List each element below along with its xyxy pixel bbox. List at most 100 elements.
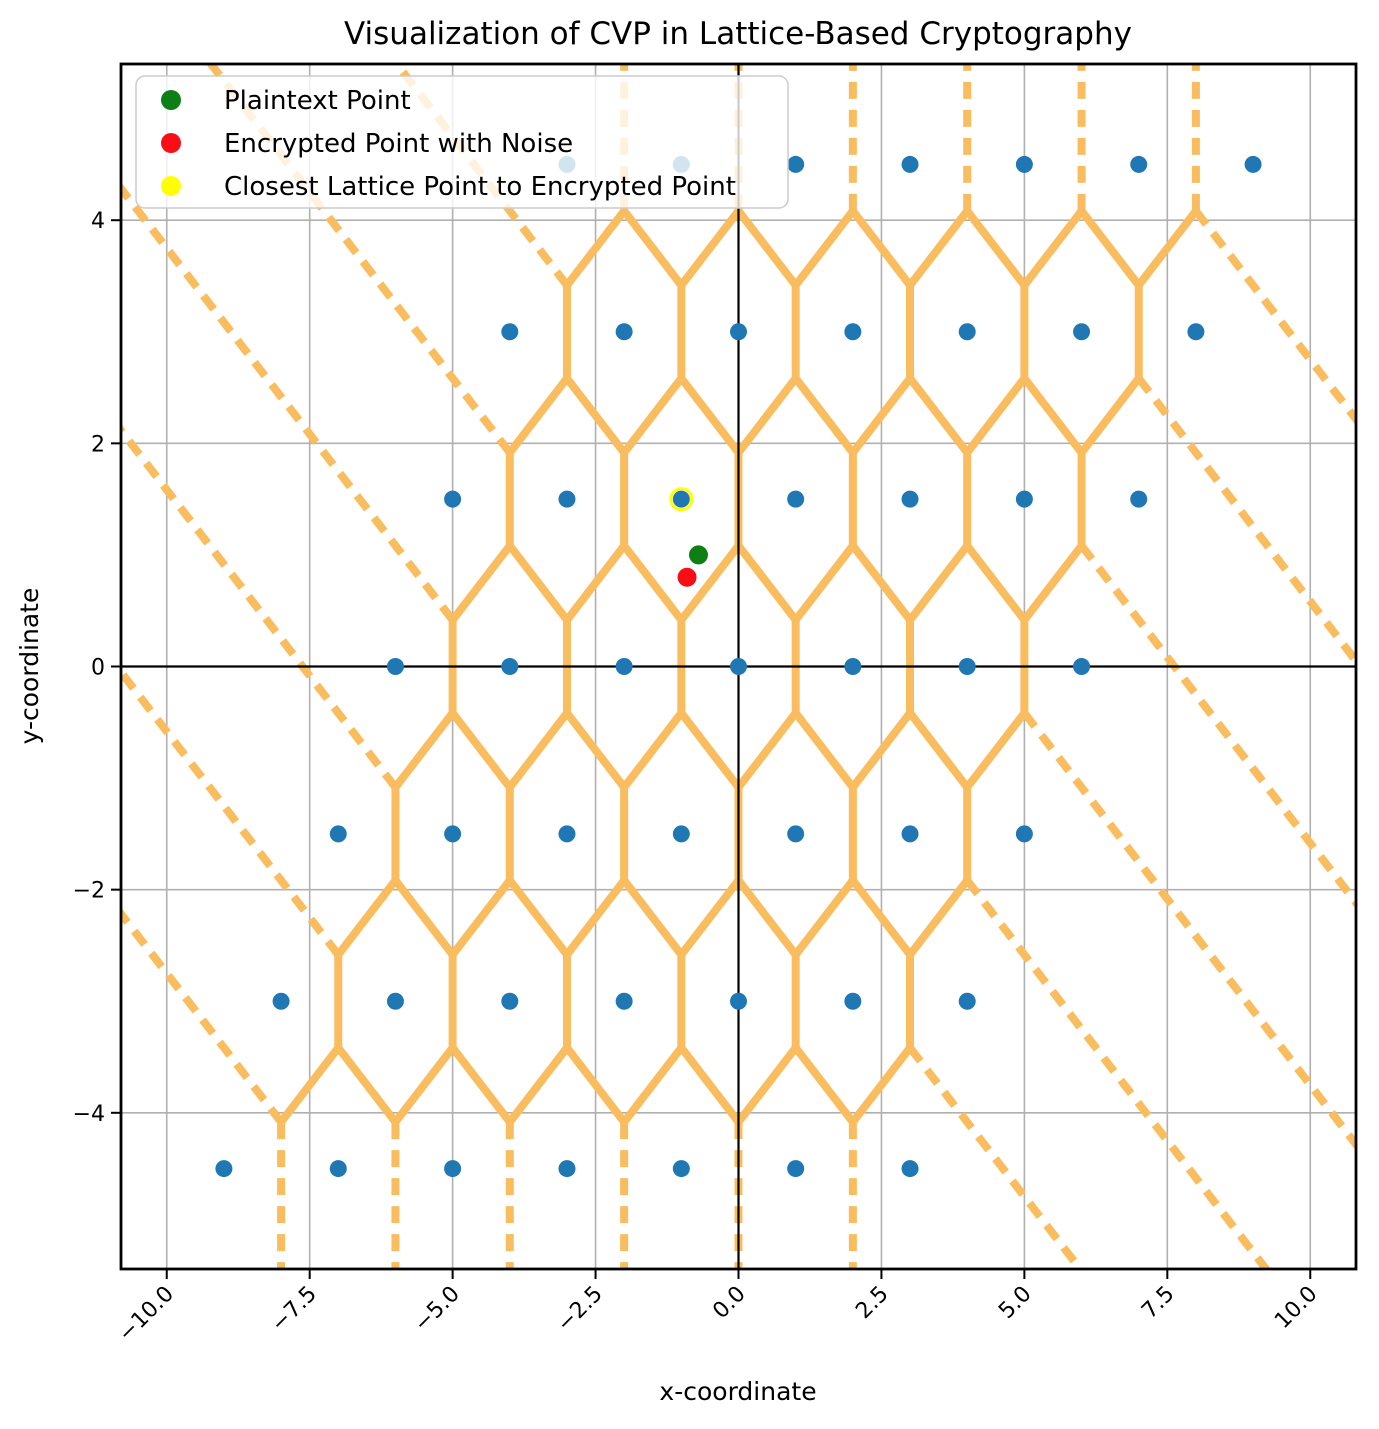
lattice-point xyxy=(329,825,347,843)
x-tick-label: −7.5 xyxy=(266,1282,321,1337)
x-tick-label: 7.5 xyxy=(1137,1282,1179,1324)
lattice-point xyxy=(1073,658,1091,675)
lattice-point xyxy=(672,490,690,508)
voronoi-ridge-solid xyxy=(791,541,857,625)
voronoi-ridge-dashed xyxy=(964,877,1271,1269)
voronoi-ridge-solid xyxy=(848,206,915,290)
legend-item-plaintext: Plaintext Point xyxy=(224,86,411,116)
lattice-point xyxy=(558,1160,576,1178)
lattice-point xyxy=(444,1160,462,1178)
lattice-point xyxy=(272,992,290,1010)
encrypted-point-marker xyxy=(677,567,697,587)
lattice-point xyxy=(386,658,404,675)
lattice-point xyxy=(958,658,976,675)
voronoi-ridge-solid xyxy=(848,1043,915,1127)
y-tick-label: 2 xyxy=(91,432,105,457)
voronoi-ridge-solid xyxy=(620,206,686,290)
voronoi-ridge-solid xyxy=(448,541,514,625)
x-tick-label: −2.5 xyxy=(552,1282,607,1337)
chart-title: Visualization of CVP in Lattice-Based Cr… xyxy=(344,16,1132,52)
x-axis-label: x-coordinate xyxy=(659,1377,816,1406)
voronoi-ridge-solid xyxy=(1020,374,1086,457)
y-tick-label: −2 xyxy=(73,879,105,904)
voronoi-ridge-solid xyxy=(906,206,972,290)
voronoi-ridge-solid xyxy=(848,374,915,457)
voronoi-ridge-solid xyxy=(562,708,629,792)
voronoi-ridge-dashed xyxy=(121,665,342,958)
lattice-point xyxy=(615,992,633,1010)
legend-item-encrypted: Encrypted Point with Noise xyxy=(224,129,573,159)
voronoi-ridge-solid xyxy=(848,876,915,959)
lattice-point xyxy=(787,1160,805,1178)
lattice-point xyxy=(730,323,747,341)
lattice-point xyxy=(672,1160,690,1178)
lattice-point xyxy=(444,490,462,508)
lattice-point xyxy=(386,992,404,1010)
lattice-point xyxy=(558,490,576,508)
voronoi-ridge-solid xyxy=(734,1043,800,1127)
lattice-point xyxy=(730,992,747,1010)
voronoi-ridge-solid xyxy=(562,1043,629,1127)
voronoi-ridge-dashed xyxy=(121,423,399,790)
voronoi-ridge-solid xyxy=(734,206,800,290)
voronoi-ridge-solid xyxy=(734,374,800,457)
voronoi-ridge-solid xyxy=(505,541,571,625)
voronoi-ridge-solid xyxy=(391,708,457,792)
lattice-point xyxy=(1187,323,1205,341)
closest-lattice-point-marker xyxy=(669,487,694,512)
voronoi-ridge-solid xyxy=(334,876,400,959)
legend-swatch-plaintext xyxy=(161,90,181,110)
voronoi-ridge-solid xyxy=(1020,541,1086,625)
voronoi-ridge-solid xyxy=(791,708,857,792)
lattice-point xyxy=(1130,490,1148,508)
lattice-point xyxy=(901,1160,919,1178)
voronoi-ridge-solid xyxy=(963,374,1029,457)
voronoi-ridge-solid xyxy=(448,1043,514,1127)
voronoi-ridge-solid xyxy=(677,206,743,290)
lattice-point xyxy=(844,323,862,341)
lattice-point xyxy=(787,155,805,173)
voronoi-ridge-solid xyxy=(1134,206,1200,290)
voronoi-ridge-solid xyxy=(620,1043,686,1127)
voronoi-ridge-solid xyxy=(391,1043,457,1127)
voronoi-ridge-solid xyxy=(734,876,800,959)
voronoi-ridge-solid xyxy=(848,708,915,792)
voronoi-ridge-solid xyxy=(906,708,972,792)
lattice-point xyxy=(1073,323,1091,341)
legend-swatch-encrypted xyxy=(161,133,181,153)
lattice-point xyxy=(615,323,633,341)
lattice-point xyxy=(558,825,576,843)
lattice-point xyxy=(501,658,519,675)
voronoi-ridge-solid xyxy=(677,876,743,959)
voronoi-ridge-solid xyxy=(505,708,571,792)
voronoi-ridge-solid xyxy=(1077,374,1143,457)
voronoi-ridge-solid xyxy=(734,541,800,625)
lattice-point xyxy=(844,992,862,1010)
voronoi-ridge-solid xyxy=(963,206,1029,290)
voronoi-ridge-solid xyxy=(677,374,743,457)
lattice-point xyxy=(730,658,747,675)
y-tick-label: 4 xyxy=(91,209,105,234)
voronoi-ridge-solid xyxy=(505,374,571,457)
lattice-point xyxy=(787,825,805,843)
x-tick-label: 10.0 xyxy=(1270,1282,1322,1334)
lattice-point xyxy=(444,825,462,843)
legend: Plaintext Point Encrypted Point with Noi… xyxy=(135,75,789,209)
legend-swatch-closest-lattice xyxy=(161,176,181,196)
x-tick-label: 0.0 xyxy=(708,1282,750,1324)
y-tick-label: −4 xyxy=(73,1102,105,1127)
lattice-point xyxy=(958,992,976,1010)
voronoi-ridge-solid xyxy=(906,541,972,625)
legend-item-closest-lattice: Closest Lattice Point to Encrypted Point xyxy=(224,172,736,202)
lattice-point xyxy=(901,825,919,843)
lattice-point xyxy=(901,155,919,173)
plaintext-point-marker xyxy=(688,545,708,565)
lattice-point xyxy=(844,658,862,675)
voronoi-ridge-solid xyxy=(963,708,1029,792)
y-axis-label: y-coordinate xyxy=(15,588,44,745)
lattice-points xyxy=(215,155,1262,1178)
lattice-point xyxy=(787,490,805,508)
voronoi-ridge-solid xyxy=(1020,206,1086,290)
